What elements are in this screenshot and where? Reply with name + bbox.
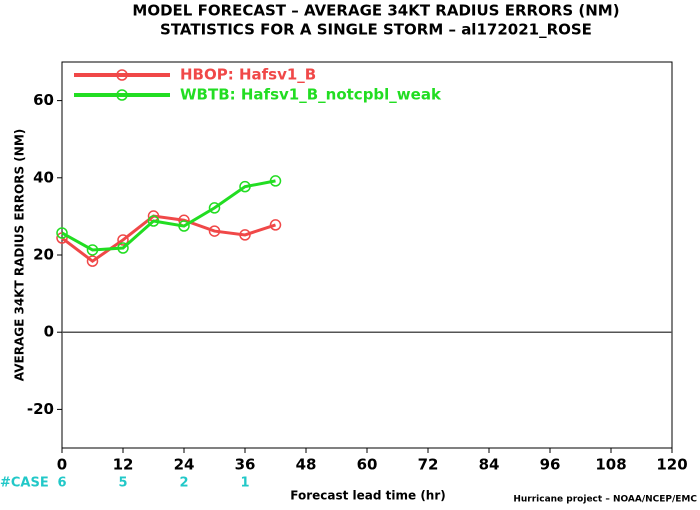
case-count: 1 bbox=[240, 476, 249, 491]
case-label: #CASE bbox=[0, 476, 49, 491]
x-tick-label: 84 bbox=[479, 456, 500, 474]
point bbox=[178, 220, 190, 232]
point bbox=[239, 229, 251, 241]
case-count: 6 bbox=[57, 476, 66, 491]
point bbox=[239, 180, 251, 193]
case-count: 2 bbox=[179, 476, 188, 491]
point bbox=[208, 225, 221, 237]
x-tick-label: 36 bbox=[235, 456, 256, 474]
x-tick-label: 12 bbox=[113, 456, 134, 474]
point bbox=[86, 244, 99, 256]
point bbox=[147, 215, 160, 227]
legend-marker bbox=[116, 69, 128, 81]
point bbox=[269, 175, 282, 187]
y-tick-label: 40 bbox=[33, 168, 54, 186]
chart-subtitle: STATISTICS FOR A SINGLE STORM – al172021… bbox=[160, 21, 592, 39]
x-tick-label: 72 bbox=[418, 456, 439, 474]
y-tick-label: 60 bbox=[33, 91, 54, 109]
case-count: 5 bbox=[118, 476, 127, 491]
x-tick-label: 24 bbox=[174, 456, 195, 474]
point bbox=[86, 255, 99, 267]
x-tick-label: 0 bbox=[57, 456, 67, 474]
legend-label: HBOP: Hafsv1_B bbox=[180, 66, 316, 84]
x-axis-label: Forecast lead time (hr) bbox=[290, 489, 446, 503]
point bbox=[117, 234, 129, 246]
x-tick-label: 48 bbox=[296, 456, 317, 474]
x-tick-label: 96 bbox=[540, 456, 561, 474]
x-tick-label: 120 bbox=[656, 456, 687, 474]
point bbox=[208, 202, 221, 214]
chart-title: MODEL FORECAST – AVERAGE 34KT RADIUS ERR… bbox=[132, 2, 619, 20]
point bbox=[56, 227, 68, 239]
x-tick-label: 108 bbox=[595, 456, 626, 474]
plot-frame bbox=[61, 61, 673, 449]
point bbox=[117, 242, 129, 254]
point bbox=[269, 219, 282, 231]
y-tick-label: 20 bbox=[33, 246, 54, 264]
footer: Hurricane project – NOAA/NCEP/EMC bbox=[513, 495, 697, 505]
legend-label: WBTB: Hafsv1_B_notcpbl_weak bbox=[180, 86, 442, 104]
legend-marker bbox=[116, 89, 128, 101]
x-tick-label: 60 bbox=[357, 456, 378, 474]
y-tick-label: 0 bbox=[44, 323, 54, 341]
y-axis-label: AVERAGE 34KT RADIUS ERRORS (NM) bbox=[13, 129, 27, 381]
y-tick-label: -20 bbox=[27, 400, 54, 418]
